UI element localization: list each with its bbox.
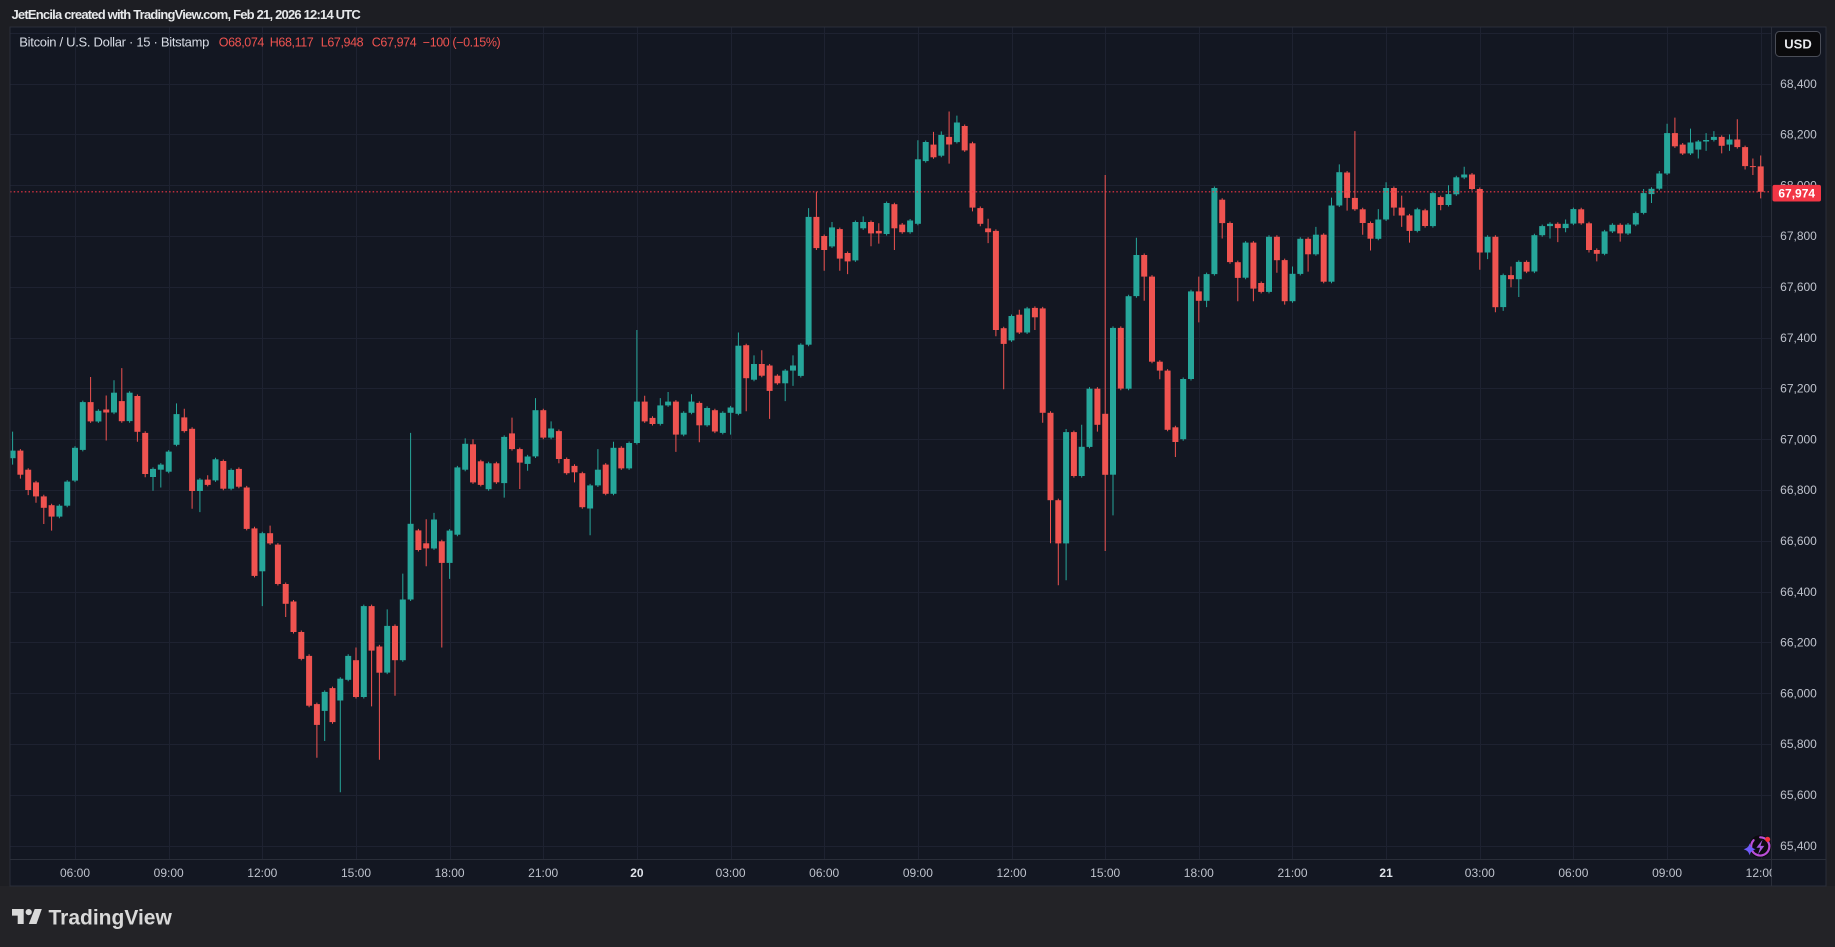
svg-text:68,400: 68,400 [1780, 77, 1817, 91]
svg-text:67,974: 67,974 [1778, 187, 1815, 201]
svg-text:06:00: 06:00 [60, 866, 90, 880]
svg-text:09:00: 09:00 [1652, 866, 1682, 880]
svg-text:TradingView: TradingView [49, 907, 173, 930]
svg-text:06:00: 06:00 [809, 866, 839, 880]
svg-text:68,200: 68,200 [1780, 128, 1817, 142]
svg-text:09:00: 09:00 [154, 866, 184, 880]
svg-text:66,800: 66,800 [1780, 483, 1817, 497]
svg-text:21:00: 21:00 [1277, 866, 1307, 880]
svg-text:USD: USD [1784, 37, 1811, 52]
svg-text:66,200: 66,200 [1780, 636, 1817, 650]
svg-text:15:00: 15:00 [1090, 866, 1120, 880]
svg-text:06:00: 06:00 [1558, 866, 1588, 880]
svg-text:03:00: 03:00 [1465, 866, 1495, 880]
svg-text:67,800: 67,800 [1780, 229, 1817, 243]
svg-text:67,400: 67,400 [1780, 331, 1817, 345]
svg-text:15:00: 15:00 [341, 866, 371, 880]
svg-text:18:00: 18:00 [1184, 866, 1214, 880]
svg-text:L67,948: L67,948 [321, 35, 364, 49]
svg-text:12:00: 12:00 [1746, 866, 1776, 880]
svg-text:66,000: 66,000 [1780, 686, 1817, 700]
svg-text:12:00: 12:00 [996, 866, 1026, 880]
svg-text:20: 20 [630, 866, 644, 880]
svg-text:66,600: 66,600 [1780, 534, 1817, 548]
svg-text:66,400: 66,400 [1780, 585, 1817, 599]
svg-text:C67,974: C67,974 [372, 35, 417, 49]
svg-text:03:00: 03:00 [716, 866, 746, 880]
svg-text:21: 21 [1379, 866, 1393, 880]
svg-text:67,200: 67,200 [1780, 382, 1817, 396]
svg-text:−100 (−0.15%): −100 (−0.15%) [423, 35, 501, 49]
svg-text:65,800: 65,800 [1780, 737, 1817, 751]
svg-text:Bitcoin / U.S. Dollar · 15 · B: Bitcoin / U.S. Dollar · 15 · Bitstamp [19, 34, 209, 49]
svg-text:09:00: 09:00 [903, 866, 933, 880]
svg-text:67,600: 67,600 [1780, 280, 1817, 294]
svg-text:65,600: 65,600 [1780, 788, 1817, 802]
svg-text:JetEncila created with Trading: JetEncila created with TradingView.com, … [12, 7, 362, 22]
svg-text:65,400: 65,400 [1780, 839, 1817, 853]
svg-text:18:00: 18:00 [435, 866, 465, 880]
svg-text:67,000: 67,000 [1780, 432, 1817, 446]
svg-text:21:00: 21:00 [528, 866, 558, 880]
svg-text:H68,117: H68,117 [270, 35, 314, 49]
svg-text:12:00: 12:00 [247, 866, 277, 880]
svg-text:O68,074: O68,074 [219, 35, 265, 49]
